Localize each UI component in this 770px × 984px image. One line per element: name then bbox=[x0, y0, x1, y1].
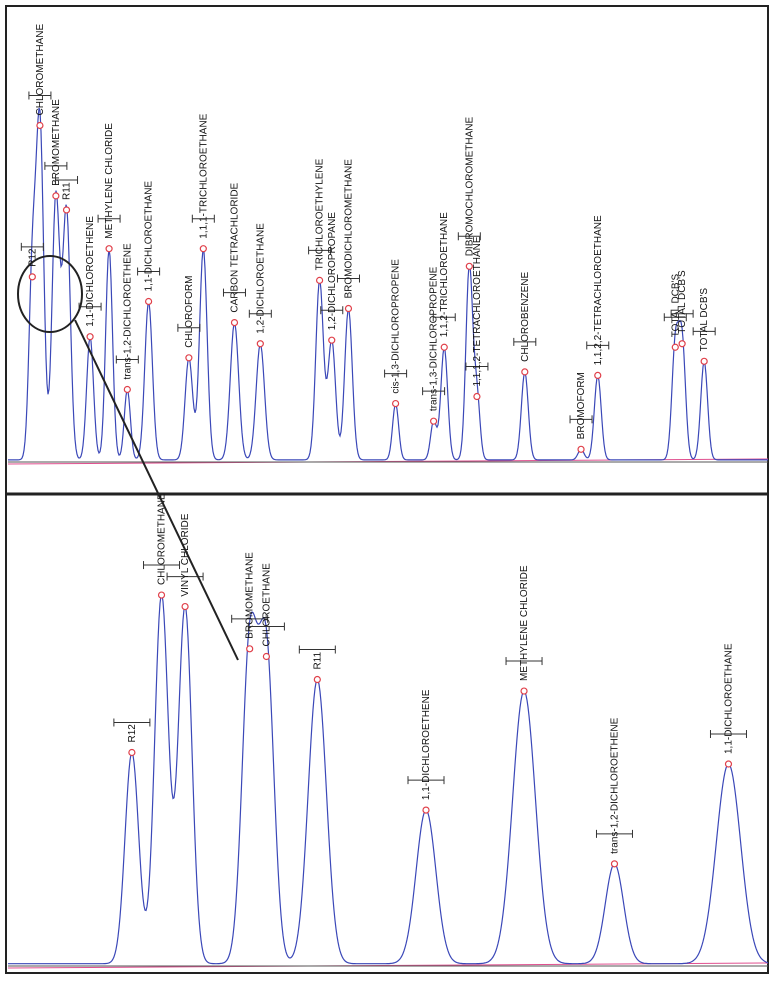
peak-marker bbox=[230, 319, 239, 327]
peak-marker bbox=[28, 273, 36, 281]
bottom-trace-line bbox=[8, 593, 769, 965]
peak-marker bbox=[724, 760, 733, 768]
peak-marker bbox=[128, 748, 136, 757]
peak-label: METHYLENE CHLORIDE bbox=[104, 123, 115, 239]
peak-label: 1,2-DICHLOROPROPANE bbox=[327, 212, 338, 331]
peak-label: TOTAL DCB'S bbox=[670, 274, 681, 338]
peak-marker bbox=[316, 276, 324, 284]
peak-label: 1,1-DICHLOROETHENE bbox=[85, 216, 96, 327]
peak-label: 1,1-DICHLOROETHENE bbox=[421, 689, 432, 800]
peak-marker bbox=[52, 192, 60, 200]
peak-label: R12 bbox=[127, 724, 138, 743]
peak-marker bbox=[145, 297, 153, 306]
peak-marker bbox=[594, 371, 602, 380]
peak-marker bbox=[430, 417, 438, 425]
peak-label: BROMOMETHANE bbox=[51, 99, 62, 186]
peak-label: METHYLENE CHLORIDE bbox=[519, 565, 530, 681]
peak-marker bbox=[577, 445, 585, 453]
peak-label: trans-1,2-DICHLOROETHENE bbox=[122, 243, 133, 379]
bottom-chromatogram-panel: R12 CHLOROMETHANE VINYL CHLORIDE BROMOMETHA… bbox=[7, 493, 769, 969]
peak-label: BROMOMETHANE bbox=[245, 552, 256, 639]
peak-label: R12 bbox=[27, 248, 38, 267]
peak-marker bbox=[473, 392, 481, 401]
peak-marker bbox=[262, 652, 270, 661]
peak-label: VINYL CHLORIDE bbox=[180, 513, 191, 596]
peak-marker bbox=[671, 343, 679, 351]
peak-marker bbox=[313, 675, 321, 684]
peak-marker bbox=[157, 591, 166, 599]
figure-frame bbox=[5, 5, 769, 974]
peak-marker bbox=[86, 333, 94, 341]
peak-marker bbox=[199, 245, 207, 253]
peak-marker bbox=[328, 336, 336, 344]
peak-marker bbox=[700, 357, 708, 365]
peak-marker bbox=[181, 602, 189, 611]
peak-marker bbox=[440, 343, 448, 351]
peak-marker bbox=[185, 354, 193, 362]
peak-label: CHLOROMETHANE bbox=[35, 23, 46, 115]
peak-label: R11 bbox=[312, 651, 323, 669]
peak-marker bbox=[256, 340, 264, 348]
peak-label: R11 bbox=[62, 182, 73, 200]
peak-label: CHLOROETHANE bbox=[261, 563, 272, 647]
peak-label: 1,1,1,2-TETRACHLOROETHANE bbox=[472, 236, 483, 386]
peak-label: cis-1,3-DICHLOROPROPENE bbox=[391, 259, 402, 394]
peak-marker bbox=[123, 385, 131, 394]
peak-marker bbox=[344, 304, 353, 313]
peak-label: BROMODICHLOROMETHANE bbox=[343, 159, 354, 299]
peak-label: trans-1,3-DICHLOROPROPENE bbox=[429, 266, 440, 411]
peak-marker bbox=[465, 262, 473, 270]
peak-label: DIBROMOCHLOROMETHANE bbox=[464, 117, 475, 257]
peak-label: CHLOROFORM bbox=[184, 276, 195, 348]
peak-marker bbox=[62, 206, 71, 214]
top-trace-line bbox=[8, 107, 768, 461]
peak-marker bbox=[521, 368, 529, 376]
peak-marker bbox=[422, 806, 430, 814]
peak-marker bbox=[36, 121, 44, 130]
peak-marker bbox=[392, 399, 400, 408]
peak-label: TOTAL DCB'S bbox=[699, 288, 710, 352]
zoom-connector-line bbox=[74, 319, 239, 661]
peak-label: 1,1,2-TRICHLOROETHANE bbox=[439, 212, 450, 337]
peak-label: TOTAL DCB'S bbox=[677, 270, 688, 334]
peak-label: BROMOFORM bbox=[576, 372, 587, 439]
zoom-region-circle bbox=[17, 255, 83, 333]
peak-label: 1,1-DICHLOROETHANE bbox=[723, 643, 734, 754]
peak-label: 1,1,1-TRICHLOROETHANE bbox=[198, 113, 209, 238]
peak-label: trans-1,2-DICHLOROETHENE bbox=[609, 717, 620, 853]
peak-label: TRICHLOROETHYLENE bbox=[315, 158, 326, 270]
peak-label: 1,2-DICHLOROETHANE bbox=[255, 223, 266, 334]
peak-label: CHLOROBENZENE bbox=[520, 272, 531, 362]
peak-marker bbox=[520, 687, 528, 695]
peak-marker bbox=[246, 645, 254, 653]
peak-label: 1,1,2,2-TETRACHLOROETHANE bbox=[593, 215, 604, 365]
peak-label: 1,1-DICHLOROETHANE bbox=[144, 181, 155, 292]
peak-marker bbox=[105, 245, 113, 253]
peak-marker bbox=[678, 340, 686, 348]
peak-label: CHLOROMETHANE bbox=[157, 493, 168, 585]
peak-marker bbox=[610, 860, 619, 868]
peak-label: CARBON TETRACHLORIDE bbox=[229, 182, 240, 312]
